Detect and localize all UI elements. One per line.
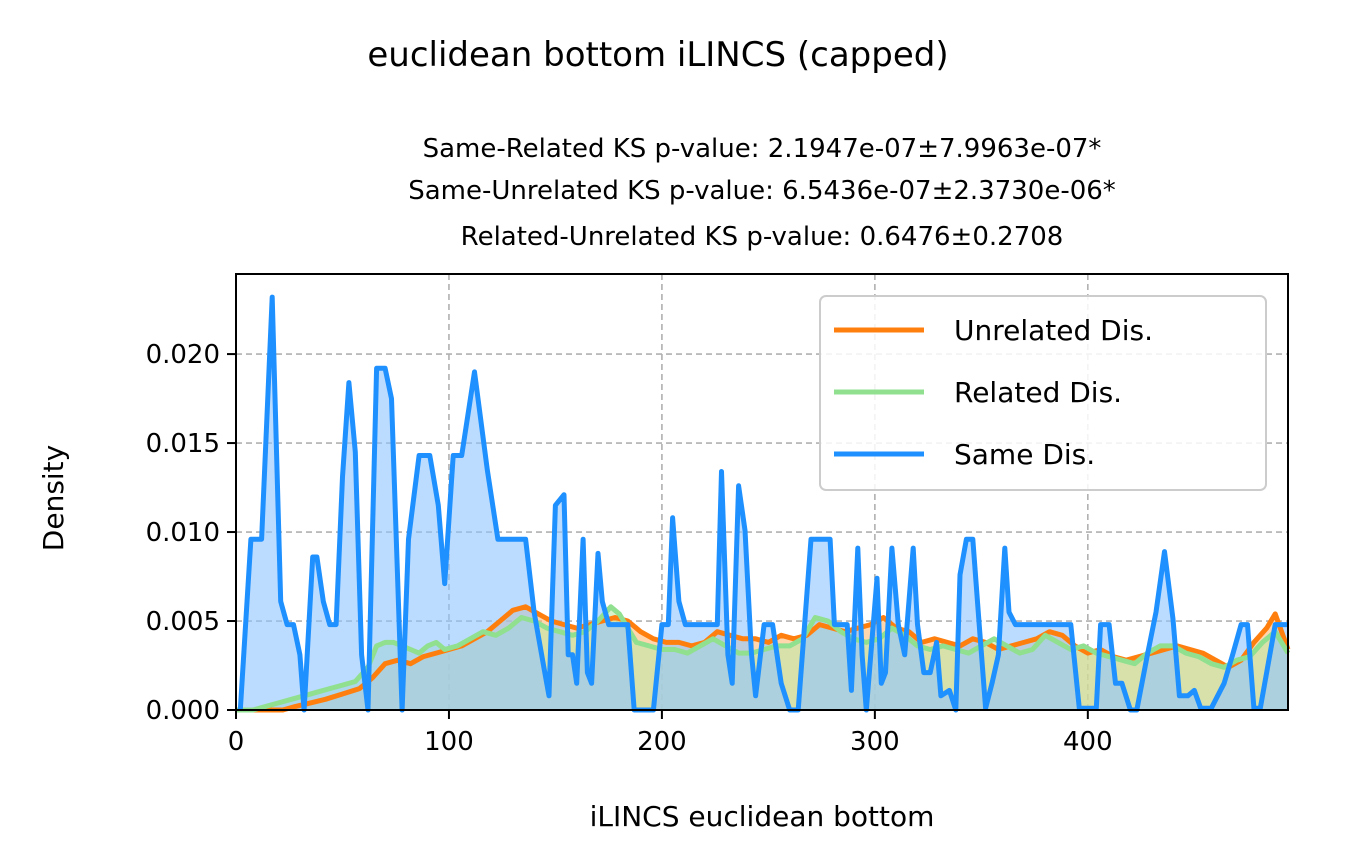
legend-label-same-dis: Same Dis.	[954, 438, 1095, 471]
x-tick-label: 0	[228, 727, 245, 757]
y-tick-label: 0.010	[146, 518, 220, 548]
x-axis-ticks: 0 100 200 300 400	[228, 710, 1113, 757]
chart-subtitle-line-2: Same-Unrelated KS p-value: 6.5436e-07±2.…	[408, 176, 1116, 206]
y-axis-label: Density	[37, 445, 70, 551]
x-tick-label: 300	[850, 727, 900, 757]
y-tick-label: 0.005	[146, 607, 220, 637]
legend: Unrelated Dis. Related Dis. Same Dis.	[819, 295, 1267, 491]
x-tick-label: 100	[424, 727, 474, 757]
y-tick-label: 0.020	[146, 340, 220, 370]
y-tick-label: 0.015	[146, 429, 220, 459]
legend-label-unrelated-dis: Unrelated Dis.	[954, 314, 1153, 347]
plot-frame	[235, 273, 1289, 711]
chart-subtitle-line-3: Related-Unrelated KS p-value: 0.6476±0.2…	[461, 222, 1064, 252]
y-tick-label: 0.000	[146, 696, 220, 726]
area-same-dis	[240, 297, 1288, 710]
x-axis-label: iLINCS euclidean bottom	[590, 800, 935, 833]
legend-label-related-dis: Related Dis.	[954, 376, 1122, 409]
legend-box	[819, 295, 1267, 491]
chart-subtitle-line-1: Same-Related KS p-value: 2.1947e-07±7.99…	[423, 134, 1102, 164]
y-axis-ticks: 0.000 0.005 0.010 0.015 0.020	[146, 340, 236, 726]
chart-suptitle: euclidean bottom iLINCS (capped)	[367, 35, 948, 75]
x-tick-label: 200	[637, 727, 687, 757]
x-tick-label: 400	[1063, 727, 1113, 757]
